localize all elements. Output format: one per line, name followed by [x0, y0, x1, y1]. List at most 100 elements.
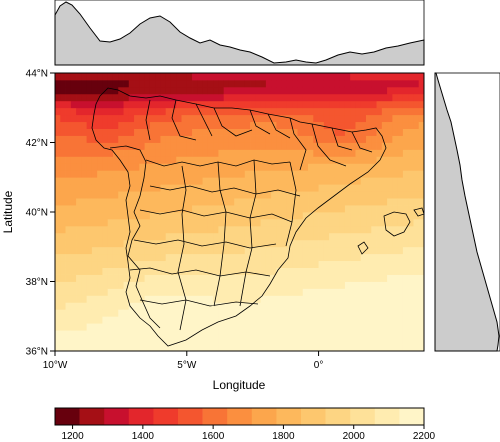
heatmap-cell: [81, 73, 88, 81]
heatmap-cell: [260, 302, 267, 310]
heatmap-cell: [255, 142, 261, 150]
heatmap-cell: [139, 212, 146, 220]
heatmap-cell: [239, 253, 246, 262]
heatmap-cell: [255, 135, 261, 143]
heatmap-cell: [170, 149, 177, 157]
heatmap-cell: [297, 330, 304, 338]
heatmap-cell: [292, 281, 298, 289]
heatmap-cell: [181, 232, 188, 241]
heatmap-cell: [418, 191, 424, 199]
heatmap-cell: [302, 100, 309, 109]
heatmap-cell: [402, 86, 409, 95]
heatmap-cell: [313, 295, 319, 303]
heatmap-cell: [271, 218, 277, 227]
heatmap-cell: [81, 170, 88, 178]
heatmap-cell: [255, 212, 261, 220]
heatmap-cell: [170, 93, 177, 102]
heatmap-cell: [271, 323, 277, 331]
heatmap-cell: [376, 267, 383, 275]
heatmap-cell: [286, 156, 293, 164]
heatmap-cell: [276, 267, 283, 275]
heatmap-cell: [97, 100, 103, 109]
colorbar-tick-label: 1600: [202, 431, 225, 442]
heatmap-cell: [366, 121, 372, 129]
heatmap-cell: [265, 323, 272, 331]
heatmap-cell: [323, 330, 330, 338]
heatmap-cell: [355, 114, 362, 123]
heatmap-cell: [134, 239, 140, 248]
heatmap-cell: [381, 260, 388, 268]
heatmap-cell: [213, 114, 219, 123]
heatmap-cell: [350, 232, 356, 241]
heatmap-cell: [276, 170, 283, 178]
heatmap-cell: [70, 253, 77, 262]
heatmap-cell: [202, 170, 209, 178]
heatmap-cell: [250, 274, 256, 282]
heatmap-cell: [250, 177, 256, 185]
heatmap-cell: [107, 281, 114, 289]
heatmap-cell: [297, 323, 304, 331]
heatmap-cell: [397, 86, 404, 95]
heatmap-cell: [318, 267, 325, 275]
heatmap-cell: [218, 309, 225, 317]
heatmap-cell: [86, 288, 93, 296]
heatmap-cell: [107, 205, 114, 213]
heatmap-cell: [250, 93, 256, 102]
heatmap-cell: [350, 288, 356, 296]
heatmap-cell: [397, 121, 404, 129]
heatmap-cell: [97, 86, 103, 95]
heatmap-cell: [55, 170, 61, 178]
heatmap-cell: [250, 225, 256, 234]
heatmap-cell: [123, 163, 130, 171]
heatmap-cell: [366, 93, 372, 102]
heatmap-cell: [234, 316, 240, 324]
heatmap-cell: [276, 295, 283, 303]
heatmap-cell: [281, 260, 288, 268]
heatmap-cell: [55, 100, 61, 109]
heatmap-cell: [86, 121, 93, 129]
heatmap-cell: [413, 205, 420, 213]
heatmap-cell: [381, 337, 388, 345]
heatmap-cell: [181, 212, 188, 220]
heatmap-cell: [70, 205, 77, 213]
heatmap-cell: [366, 128, 372, 136]
heatmap-cell: [355, 184, 362, 192]
heatmap-cell: [55, 330, 61, 338]
heatmap-cell: [202, 191, 209, 199]
heatmap-cell: [376, 246, 383, 255]
heatmap-cell: [91, 260, 98, 268]
heatmap-cell: [192, 205, 198, 213]
heatmap-cell: [112, 100, 119, 109]
heatmap-cell: [334, 73, 341, 81]
heatmap-cell: [334, 163, 341, 171]
heatmap-cell: [413, 184, 420, 192]
heatmap-cell: [392, 128, 399, 136]
heatmap-cell: [381, 93, 388, 102]
heatmap-cell: [366, 295, 372, 303]
heatmap-cell: [107, 156, 114, 164]
heatmap-cell: [413, 337, 420, 345]
heatmap-cell: [70, 93, 77, 102]
heatmap-cell: [323, 142, 330, 150]
heatmap-cell: [123, 316, 130, 324]
heatmap-cell: [408, 232, 414, 241]
heatmap-cell: [339, 344, 346, 351]
heatmap-cell: [392, 205, 399, 213]
heatmap-cell: [418, 281, 424, 289]
heatmap-cell: [107, 295, 114, 303]
heatmap-cell: [186, 191, 193, 199]
heatmap-cell: [408, 198, 414, 206]
heatmap-cell: [234, 246, 240, 255]
heatmap-cell: [302, 281, 309, 289]
heatmap-cell: [165, 142, 172, 150]
heatmap-cell: [255, 73, 261, 81]
heatmap-cell: [265, 198, 272, 206]
heatmap-cell: [123, 114, 130, 123]
heatmap-cell: [244, 191, 251, 199]
heatmap-cell: [123, 100, 130, 109]
heatmap-cell: [350, 205, 356, 213]
heatmap-cell: [339, 212, 346, 220]
heatmap-cell: [355, 107, 362, 116]
heatmap-cell: [244, 246, 251, 255]
heatmap-cell: [286, 260, 293, 268]
